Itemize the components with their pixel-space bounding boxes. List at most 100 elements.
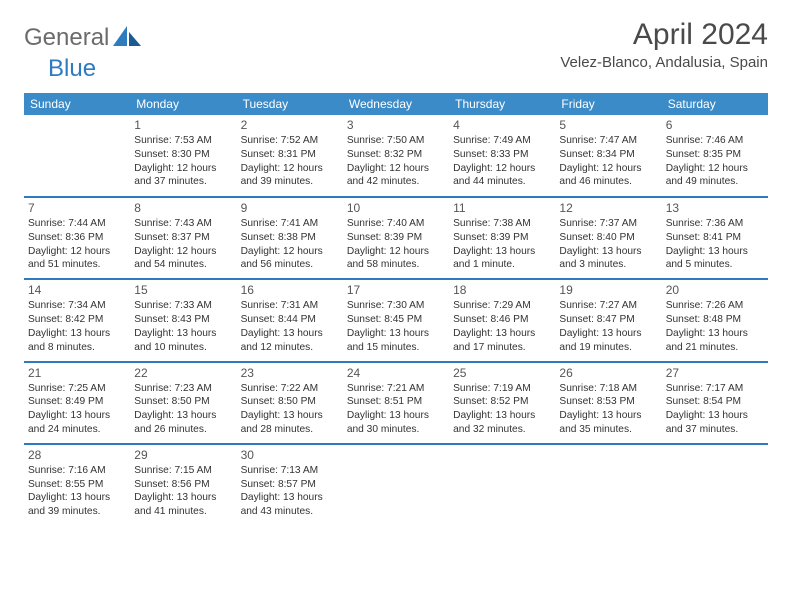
daylight-text: Daylight: 13 hours and 19 minutes.	[559, 327, 657, 355]
calendar-week-row: 14Sunrise: 7:34 AMSunset: 8:42 PMDayligh…	[24, 279, 768, 361]
calendar-week-row: 28Sunrise: 7:16 AMSunset: 8:55 PMDayligh…	[24, 444, 768, 526]
day-number: 6	[666, 117, 764, 133]
sunrise-text: Sunrise: 7:19 AM	[453, 382, 551, 396]
weekday-header: Friday	[555, 93, 661, 115]
sunset-text: Sunset: 8:47 PM	[559, 313, 657, 327]
sunset-text: Sunset: 8:53 PM	[559, 395, 657, 409]
sunset-text: Sunset: 8:43 PM	[134, 313, 232, 327]
sunset-text: Sunset: 8:34 PM	[559, 148, 657, 162]
sunrise-text: Sunrise: 7:41 AM	[241, 217, 339, 231]
sunrise-text: Sunrise: 7:31 AM	[241, 299, 339, 313]
sunrise-text: Sunrise: 7:29 AM	[453, 299, 551, 313]
weekday-header: Tuesday	[237, 93, 343, 115]
calendar-day-cell: 24Sunrise: 7:21 AMSunset: 8:51 PMDayligh…	[343, 362, 449, 444]
weekday-header: Saturday	[662, 93, 768, 115]
daylight-text: Daylight: 13 hours and 3 minutes.	[559, 245, 657, 273]
sunrise-text: Sunrise: 7:50 AM	[347, 134, 445, 148]
sunrise-text: Sunrise: 7:36 AM	[666, 217, 764, 231]
calendar-day-cell: 19Sunrise: 7:27 AMSunset: 8:47 PMDayligh…	[555, 279, 661, 361]
sunset-text: Sunset: 8:39 PM	[347, 231, 445, 245]
calendar-day-cell: 4Sunrise: 7:49 AMSunset: 8:33 PMDaylight…	[449, 115, 555, 197]
sunset-text: Sunset: 8:33 PM	[453, 148, 551, 162]
sunrise-text: Sunrise: 7:38 AM	[453, 217, 551, 231]
daylight-text: Daylight: 13 hours and 41 minutes.	[134, 491, 232, 519]
day-number: 30	[241, 447, 339, 463]
sunset-text: Sunset: 8:40 PM	[559, 231, 657, 245]
daylight-text: Daylight: 12 hours and 54 minutes.	[134, 245, 232, 273]
sunrise-text: Sunrise: 7:27 AM	[559, 299, 657, 313]
sunrise-text: Sunrise: 7:44 AM	[28, 217, 126, 231]
calendar-day-cell	[449, 444, 555, 526]
calendar-day-cell: 16Sunrise: 7:31 AMSunset: 8:44 PMDayligh…	[237, 279, 343, 361]
sunrise-text: Sunrise: 7:46 AM	[666, 134, 764, 148]
day-number: 2	[241, 117, 339, 133]
daylight-text: Daylight: 12 hours and 39 minutes.	[241, 162, 339, 190]
daylight-text: Daylight: 13 hours and 8 minutes.	[28, 327, 126, 355]
day-number: 23	[241, 365, 339, 381]
logo-text-general: General	[24, 24, 109, 52]
day-number: 25	[453, 365, 551, 381]
calendar-day-cell	[662, 444, 768, 526]
calendar-day-cell: 17Sunrise: 7:30 AMSunset: 8:45 PMDayligh…	[343, 279, 449, 361]
daylight-text: Daylight: 13 hours and 15 minutes.	[347, 327, 445, 355]
calendar-week-row: 21Sunrise: 7:25 AMSunset: 8:49 PMDayligh…	[24, 362, 768, 444]
calendar-day-cell: 9Sunrise: 7:41 AMSunset: 8:38 PMDaylight…	[237, 197, 343, 279]
daylight-text: Daylight: 13 hours and 43 minutes.	[241, 491, 339, 519]
daylight-text: Daylight: 13 hours and 17 minutes.	[453, 327, 551, 355]
day-number: 10	[347, 200, 445, 216]
calendar-day-cell: 18Sunrise: 7:29 AMSunset: 8:46 PMDayligh…	[449, 279, 555, 361]
sunrise-text: Sunrise: 7:33 AM	[134, 299, 232, 313]
sunrise-text: Sunrise: 7:13 AM	[241, 464, 339, 478]
sunset-text: Sunset: 8:50 PM	[134, 395, 232, 409]
calendar-day-cell: 29Sunrise: 7:15 AMSunset: 8:56 PMDayligh…	[130, 444, 236, 526]
page-title: April 2024	[560, 18, 768, 52]
sunset-text: Sunset: 8:39 PM	[453, 231, 551, 245]
calendar-week-row: 7Sunrise: 7:44 AMSunset: 8:36 PMDaylight…	[24, 197, 768, 279]
calendar-day-cell: 1Sunrise: 7:53 AMSunset: 8:30 PMDaylight…	[130, 115, 236, 197]
sunset-text: Sunset: 8:44 PM	[241, 313, 339, 327]
calendar-day-cell: 10Sunrise: 7:40 AMSunset: 8:39 PMDayligh…	[343, 197, 449, 279]
calendar-day-cell: 15Sunrise: 7:33 AMSunset: 8:43 PMDayligh…	[130, 279, 236, 361]
weekday-header: Wednesday	[343, 93, 449, 115]
sunset-text: Sunset: 8:54 PM	[666, 395, 764, 409]
sunrise-text: Sunrise: 7:40 AM	[347, 217, 445, 231]
day-number: 13	[666, 200, 764, 216]
day-number: 4	[453, 117, 551, 133]
daylight-text: Daylight: 13 hours and 35 minutes.	[559, 409, 657, 437]
daylight-text: Daylight: 12 hours and 51 minutes.	[28, 245, 126, 273]
daylight-text: Daylight: 12 hours and 56 minutes.	[241, 245, 339, 273]
sunset-text: Sunset: 8:35 PM	[666, 148, 764, 162]
calendar-day-cell: 26Sunrise: 7:18 AMSunset: 8:53 PMDayligh…	[555, 362, 661, 444]
day-number: 16	[241, 282, 339, 298]
sunrise-text: Sunrise: 7:34 AM	[28, 299, 126, 313]
daylight-text: Daylight: 12 hours and 44 minutes.	[453, 162, 551, 190]
day-number: 14	[28, 282, 126, 298]
sunset-text: Sunset: 8:41 PM	[666, 231, 764, 245]
sunset-text: Sunset: 8:30 PM	[134, 148, 232, 162]
sunrise-text: Sunrise: 7:22 AM	[241, 382, 339, 396]
calendar-day-cell	[24, 115, 130, 197]
sunset-text: Sunset: 8:37 PM	[134, 231, 232, 245]
calendar-day-cell: 30Sunrise: 7:13 AMSunset: 8:57 PMDayligh…	[237, 444, 343, 526]
daylight-text: Daylight: 13 hours and 32 minutes.	[453, 409, 551, 437]
sunset-text: Sunset: 8:42 PM	[28, 313, 126, 327]
sunset-text: Sunset: 8:48 PM	[666, 313, 764, 327]
weekday-header: Monday	[130, 93, 236, 115]
daylight-text: Daylight: 12 hours and 49 minutes.	[666, 162, 764, 190]
day-number: 5	[559, 117, 657, 133]
sunrise-text: Sunrise: 7:16 AM	[28, 464, 126, 478]
sunset-text: Sunset: 8:49 PM	[28, 395, 126, 409]
day-number: 12	[559, 200, 657, 216]
day-number: 20	[666, 282, 764, 298]
calendar-day-cell: 12Sunrise: 7:37 AMSunset: 8:40 PMDayligh…	[555, 197, 661, 279]
sunset-text: Sunset: 8:36 PM	[28, 231, 126, 245]
sunrise-text: Sunrise: 7:47 AM	[559, 134, 657, 148]
weekday-header: Thursday	[449, 93, 555, 115]
sunset-text: Sunset: 8:56 PM	[134, 478, 232, 492]
sunrise-text: Sunrise: 7:23 AM	[134, 382, 232, 396]
logo: General	[24, 24, 143, 52]
daylight-text: Daylight: 13 hours and 21 minutes.	[666, 327, 764, 355]
calendar-day-cell	[343, 444, 449, 526]
calendar-day-cell: 22Sunrise: 7:23 AMSunset: 8:50 PMDayligh…	[130, 362, 236, 444]
sunrise-text: Sunrise: 7:26 AM	[666, 299, 764, 313]
